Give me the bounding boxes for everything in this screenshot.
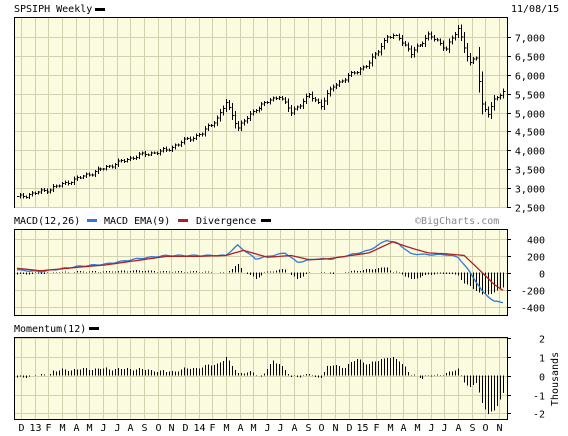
y-tick-label: 2,500: [515, 204, 545, 215]
x-tick-label: M: [387, 423, 393, 434]
x-tick-label: N: [168, 423, 174, 434]
y-tick-label: 200: [527, 253, 545, 264]
x-tick-label: 14: [193, 423, 205, 434]
y-tick-label: -1: [533, 392, 545, 403]
momentum-legend-swatch: [89, 327, 99, 330]
watermark: ©BigCharts.com: [415, 216, 499, 227]
y-tick-label: 1: [539, 354, 545, 365]
chart-title: SPSIPH Weekly: [14, 4, 92, 15]
x-tick-label: O: [155, 423, 161, 434]
y-tick-label: -400: [521, 304, 545, 315]
x-tick-label: J: [114, 423, 120, 434]
x-tick-label: M: [250, 423, 256, 434]
x-tick-label: M: [223, 423, 229, 434]
x-tick-label: J: [264, 423, 270, 434]
y-tick-label: 2: [539, 335, 545, 346]
x-tick-label: J: [100, 423, 106, 434]
momentum-y-label: Thousands: [550, 352, 561, 406]
y-tick-label: 400: [527, 236, 545, 247]
y-tick-label: 0: [539, 373, 545, 384]
x-tick-label: A: [291, 423, 297, 434]
x-tick-label: F: [209, 423, 215, 434]
title-legend-swatch: [95, 8, 105, 11]
price-y-axis: 2,500 3,000 3,500 4,000 4,500 5,000 5,500 6,000…: [507, 34, 545, 215]
y-tick-label: 6,000: [515, 72, 545, 83]
x-axis: D 13 F M A M J J A S O N D 14 F M A M J J A S O N D 15 F M A M J J A S O N: [18, 423, 502, 434]
legend-macd-swatch: [87, 219, 97, 222]
y-tick-label: 4,500: [515, 128, 545, 139]
y-tick-label: 5,000: [515, 110, 545, 121]
x-tick-label: A: [73, 423, 79, 434]
momentum-bars: [17, 357, 504, 414]
momentum-y-axis: 2 1 0 -1 -2: [507, 335, 545, 421]
y-tick-label: 3,500: [515, 166, 545, 177]
macd-ema-line: [16, 241, 504, 291]
x-tick-label: A: [400, 423, 406, 434]
x-tick-label: J: [277, 423, 283, 434]
x-tick-label: O: [482, 423, 488, 434]
x-tick-label: F: [373, 423, 379, 434]
y-tick-label: -200: [521, 287, 545, 298]
x-tick-label: D: [346, 423, 352, 434]
chart-date: 11/08/15: [511, 4, 559, 15]
y-tick-label: 0: [539, 270, 545, 281]
price-bars: [17, 24, 506, 200]
x-tick-label: D: [182, 423, 188, 434]
x-tick-label: N: [332, 423, 338, 434]
y-tick-label: 7,000: [515, 34, 545, 45]
y-tick-label: -2: [533, 410, 545, 421]
x-tick-label: A: [455, 423, 461, 434]
legend-divergence-label: Divergence: [196, 216, 256, 227]
price-grid: [15, 18, 507, 208]
x-tick-label: A: [237, 423, 243, 434]
y-tick-label: 3,000: [515, 185, 545, 196]
x-tick-label: M: [86, 423, 92, 434]
x-tick-label: 15: [356, 423, 368, 434]
macd-y-axis: 400 200 0 -200 -400: [507, 236, 545, 315]
legend-macd-label: MACD(12,26): [14, 216, 80, 227]
y-tick-label: 4,000: [515, 147, 545, 158]
x-tick-label: J: [441, 423, 447, 434]
legend-divergence-swatch: [261, 219, 271, 222]
x-tick-label: M: [414, 423, 420, 434]
legend-macd-ema-label: MACD EMA(9): [104, 216, 170, 227]
y-tick-label: 5,500: [515, 91, 545, 102]
x-tick-label: S: [141, 423, 147, 434]
momentum-grid: [15, 338, 507, 419]
x-tick-label: N: [496, 423, 502, 434]
x-tick-label: M: [59, 423, 65, 434]
price-panel: [14, 17, 508, 208]
momentum-label: Momentum(12): [14, 324, 86, 335]
x-tick-label: J: [428, 423, 434, 434]
x-tick-label: 13: [29, 423, 41, 434]
x-tick-label: F: [45, 423, 51, 434]
momentum-panel: [14, 337, 508, 420]
x-tick-label: A: [127, 423, 133, 434]
x-tick-label: S: [305, 423, 311, 434]
y-tick-label: 6,500: [515, 53, 545, 64]
x-tick-label: D: [18, 423, 24, 434]
x-tick-label: O: [318, 423, 324, 434]
x-tick-label: S: [469, 423, 475, 434]
legend-macd-ema-swatch: [178, 219, 188, 222]
